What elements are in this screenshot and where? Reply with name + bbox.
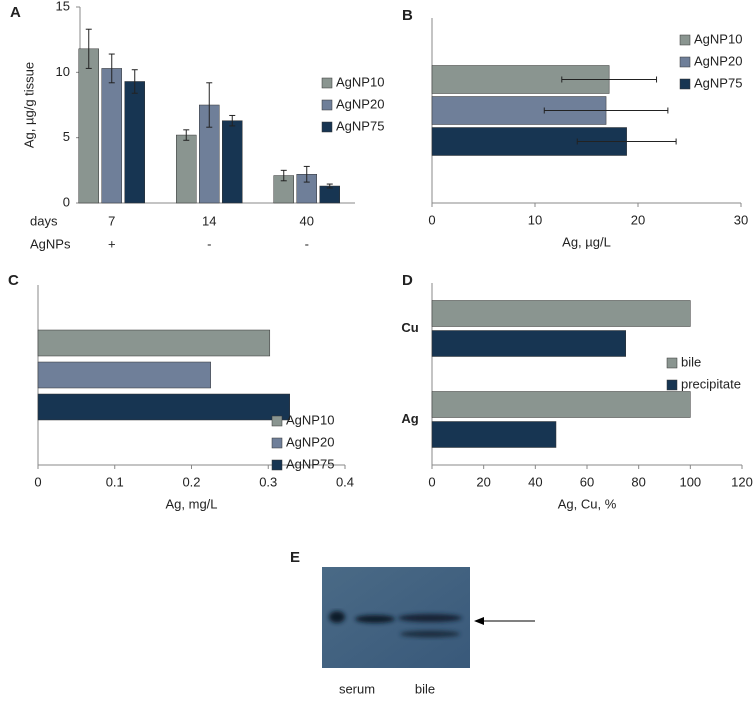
x-tick-label: 60 bbox=[580, 474, 594, 489]
legend-swatch bbox=[271, 437, 283, 449]
blot-panel: E serum bile bbox=[290, 549, 535, 696]
error-bar bbox=[280, 169, 287, 182]
x-tick-label: 7 bbox=[108, 213, 115, 228]
error-bar bbox=[206, 82, 213, 128]
x-axis-label: Ag, Cu, % bbox=[558, 496, 617, 511]
panel-label: D bbox=[402, 272, 413, 289]
legend-swatch bbox=[321, 121, 333, 133]
row-label: days bbox=[30, 213, 58, 228]
x-axis-label: Ag, µg/L bbox=[562, 234, 611, 249]
legend-label: AgNP10 bbox=[694, 31, 742, 46]
bar bbox=[37, 393, 290, 421]
legend-swatch bbox=[679, 78, 691, 90]
bar bbox=[431, 330, 626, 357]
bar bbox=[37, 329, 271, 357]
y-tick-label: 15 bbox=[56, 0, 70, 13]
error-bar bbox=[326, 183, 333, 189]
legend-swatch bbox=[321, 99, 333, 111]
lane-label: serum bbox=[339, 681, 375, 696]
error-bar bbox=[543, 107, 669, 114]
x-tick-label: 30 bbox=[734, 212, 748, 227]
x-tick-label: 14 bbox=[202, 213, 216, 228]
y-tick-label: Ag bbox=[401, 411, 418, 426]
x-tick-label: 0.2 bbox=[182, 474, 200, 489]
x-tick-label: 40 bbox=[528, 474, 542, 489]
error-bar bbox=[561, 76, 658, 83]
legend-label: AgNP20 bbox=[694, 53, 742, 68]
panel-label: C bbox=[8, 272, 19, 289]
error-bar bbox=[303, 165, 310, 183]
error-bar bbox=[131, 69, 138, 94]
blot-bands bbox=[329, 611, 462, 638]
bar bbox=[78, 48, 99, 204]
x-tick-label: 40 bbox=[300, 213, 314, 228]
x-tick-label: 0.1 bbox=[106, 474, 124, 489]
bar bbox=[222, 120, 243, 204]
bar bbox=[431, 391, 691, 418]
legend-label: AgNP20 bbox=[286, 434, 334, 449]
x-tick-label: 20 bbox=[476, 474, 490, 489]
bar bbox=[101, 68, 122, 204]
bar bbox=[176, 134, 197, 204]
treatment-label: - bbox=[207, 236, 211, 251]
bar bbox=[319, 185, 340, 204]
y-tick-label: 0 bbox=[63, 194, 70, 209]
x-tick-label: 0 bbox=[34, 474, 41, 489]
row-label: AgNPs bbox=[30, 236, 71, 251]
x-tick-label: 0 bbox=[428, 212, 435, 227]
panel-label: E bbox=[290, 549, 300, 566]
x-tick-label: 10 bbox=[528, 212, 542, 227]
error-bar bbox=[85, 28, 92, 69]
legend-label: bile bbox=[681, 354, 701, 369]
treatment-label: - bbox=[305, 236, 309, 251]
panel-label: A bbox=[10, 4, 21, 21]
error-bar bbox=[183, 129, 190, 141]
bar bbox=[124, 81, 145, 204]
bar bbox=[37, 361, 211, 389]
x-tick-label: 20 bbox=[631, 212, 645, 227]
panel-label: B bbox=[402, 7, 413, 24]
legend-label: AgNP10 bbox=[336, 74, 384, 89]
legend-swatch bbox=[271, 415, 283, 427]
x-tick-label: 0.3 bbox=[259, 474, 277, 489]
x-axis-label: Ag, mg/L bbox=[165, 496, 217, 511]
x-tick-label: 0.4 bbox=[336, 474, 354, 489]
legend-swatch bbox=[679, 34, 691, 46]
legend-label: AgNP10 bbox=[286, 412, 334, 427]
legend-swatch bbox=[666, 357, 678, 369]
error-bar bbox=[229, 114, 236, 127]
lane-label: bile bbox=[415, 681, 435, 696]
legend-swatch bbox=[666, 379, 678, 391]
legend-label: AgNP75 bbox=[336, 118, 384, 133]
y-tick-label: 5 bbox=[63, 129, 70, 144]
bar bbox=[431, 300, 691, 327]
bar bbox=[431, 421, 557, 448]
legend-swatch bbox=[271, 459, 283, 471]
legend-label: precipitate bbox=[681, 376, 741, 391]
x-tick-label: 120 bbox=[731, 474, 753, 489]
legend-label: AgNP75 bbox=[694, 75, 742, 90]
y-tick-label: 10 bbox=[56, 64, 70, 79]
legend-swatch bbox=[321, 77, 333, 89]
x-tick-label: 80 bbox=[631, 474, 645, 489]
legend-label: AgNP20 bbox=[336, 96, 384, 111]
x-tick-label: 0 bbox=[428, 474, 435, 489]
arrow-head bbox=[474, 617, 484, 625]
legend-swatch bbox=[679, 56, 691, 68]
error-bar bbox=[108, 53, 115, 84]
error-bar bbox=[576, 138, 677, 145]
y-axis-label: Ag, µg/g tissue bbox=[21, 62, 36, 148]
legend-label: AgNP75 bbox=[286, 456, 334, 471]
x-tick-label: 100 bbox=[679, 474, 701, 489]
treatment-label: + bbox=[108, 236, 116, 251]
y-tick-label: Cu bbox=[401, 320, 418, 335]
